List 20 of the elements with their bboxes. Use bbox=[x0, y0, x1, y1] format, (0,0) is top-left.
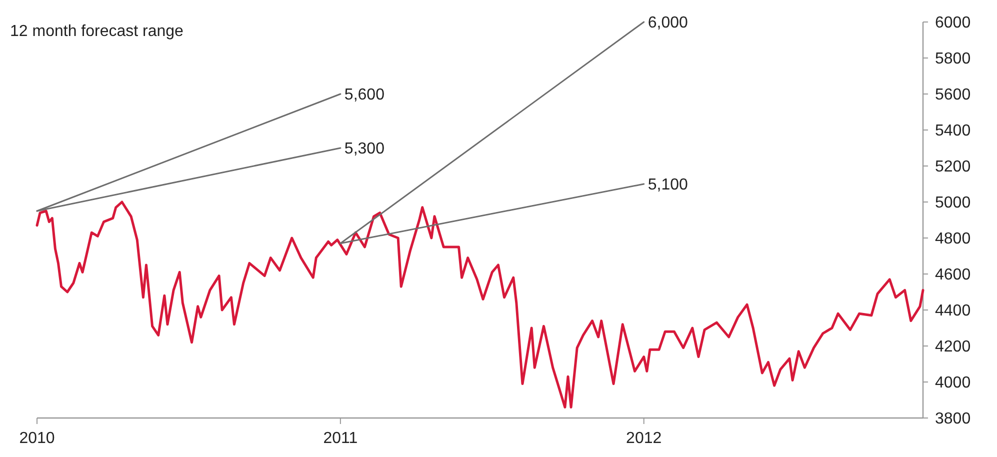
data-label: 6,000 bbox=[648, 14, 688, 32]
y-tick-label: 4600 bbox=[935, 266, 971, 284]
x-tick-label: 2012 bbox=[626, 430, 662, 447]
y-tick-label: 5400 bbox=[935, 122, 971, 140]
y-tick-label: 6000 bbox=[935, 14, 971, 32]
y-tick-label: 5800 bbox=[935, 50, 971, 68]
data-label: 5,100 bbox=[648, 176, 688, 194]
y-tick-label: 4000 bbox=[935, 374, 971, 392]
y-tick-label: 3800 bbox=[935, 410, 971, 428]
x-tick-label: 2010 bbox=[19, 430, 55, 447]
chart-title: 12 month forecast range bbox=[10, 23, 184, 40]
y-tick-label: 4200 bbox=[935, 338, 971, 356]
y-tick-label: 4800 bbox=[935, 230, 971, 248]
y-tick-label: 5200 bbox=[935, 158, 971, 176]
data-label: 5,300 bbox=[344, 140, 385, 158]
y-tick-label: 5000 bbox=[935, 194, 971, 212]
y-tick-label: 5600 bbox=[935, 86, 971, 104]
x-tick-label: 2011 bbox=[323, 430, 358, 447]
data-label: 5,600 bbox=[344, 86, 385, 104]
y-tick-label: 4400 bbox=[935, 302, 971, 320]
